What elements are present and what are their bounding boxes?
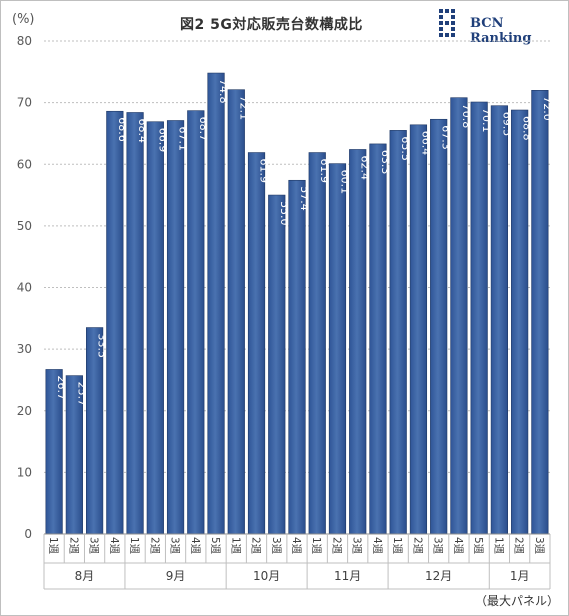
bar [247,152,266,535]
x-tick-label: 4週 [108,537,120,555]
x-tick-label: 3週 [533,537,545,555]
data-label: 55.0 [278,201,291,226]
bar [86,327,104,535]
y-tick-label: 50 [17,219,32,233]
x-tick-label: 3週 [432,537,444,555]
y-tick-label: 60 [17,157,32,171]
x-tick-label: 2週 [330,537,342,555]
data-label: 65.5 [399,136,412,161]
bar [126,112,144,535]
data-label: 63.3 [379,150,392,175]
bar [207,72,225,535]
bcn-logo-icon [439,9,455,37]
x-tick-label: 1週 [492,537,504,555]
bar [146,121,164,535]
data-label: 61.9 [318,159,331,184]
bar [369,143,387,535]
data-label: 57.4 [298,186,311,211]
bar [531,90,549,535]
brand-name: BCN Ranking [470,16,532,46]
month-label: 11月 [334,569,361,583]
data-label: 67.1 [177,126,190,151]
bar [288,179,306,535]
bar [349,149,367,535]
y-tick-label: 80 [17,34,32,48]
y-axis-unit: (%) [12,12,35,27]
data-label: 33.5 [96,334,109,359]
bar [227,89,245,535]
bar [389,130,407,535]
bar [409,124,428,535]
y-tick-label: 30 [17,342,32,356]
x-tick-label: 2週 [250,537,262,555]
bar [106,110,124,535]
month-label: 10月 [253,569,280,583]
bar [470,101,488,535]
data-label: 74.8 [217,79,230,104]
data-label: 68.8 [521,116,534,140]
data-label: 66.4 [419,131,432,156]
x-tick-label: 4週 [290,537,302,555]
x-tick-label: 1週 [310,537,322,555]
data-label: 66.9 [156,128,169,153]
chart-title: 図2 5G対応販売台数構成比 [180,17,363,33]
x-tick-label: 1週 [391,537,403,555]
bar [430,118,448,535]
x-tick-label: 3週 [270,537,282,555]
data-label: 68.4 [136,118,149,143]
bar [308,152,326,535]
bar [490,105,508,535]
data-label: 70.1 [480,108,493,133]
x-tick-label: 3週 [88,537,100,555]
month-label: 12月 [425,569,452,583]
y-tick-label: 20 [17,404,32,418]
y-tick-label: 40 [17,281,32,295]
bar [450,97,468,535]
data-label: 68.6 [116,117,129,142]
x-tick-label: 5週 [209,537,221,555]
y-tick-label: 70 [17,96,32,110]
data-label: 60.1 [338,170,351,195]
x-tick-label: 2週 [148,537,160,555]
x-tick-label: 2週 [411,537,423,555]
data-label: 69.5 [500,112,513,137]
x-tick-label: 2週 [67,537,79,555]
month-label: 9月 [166,569,186,583]
data-label: 26.7 [55,375,68,400]
x-tick-label: 1週 [47,537,59,555]
x-tick-label: 4週 [189,537,201,555]
y-tick-label: 10 [17,465,32,479]
bar [511,109,529,535]
data-label: 62.4 [359,155,372,180]
x-tick-label: 1週 [229,537,241,555]
data-label: 68.7 [197,117,210,142]
bar [268,194,286,535]
footnote: （最大パネル） [474,594,559,608]
bar [166,120,185,535]
data-label: 61.9 [258,159,271,184]
month-label: 8月 [75,569,95,583]
data-label: 67.3 [440,125,453,150]
bar [187,110,205,535]
data-label: 72.0 [541,96,554,121]
data-label: 70.8 [460,104,473,129]
x-tick-label: 3週 [169,537,181,555]
x-tick-label: 4週 [371,537,383,555]
x-tick-label: 5週 [472,537,484,555]
x-tick-label: 3週 [351,537,363,555]
bar [328,163,347,535]
month-label: 1月 [510,569,530,583]
data-label: 72.1 [237,96,250,121]
data-label: 25.7 [75,382,88,407]
x-tick-label: 4週 [452,537,464,555]
x-tick-label: 1週 [128,537,140,555]
y-tick-label: 0 [24,527,32,541]
x-tick-label: 2週 [513,537,525,555]
